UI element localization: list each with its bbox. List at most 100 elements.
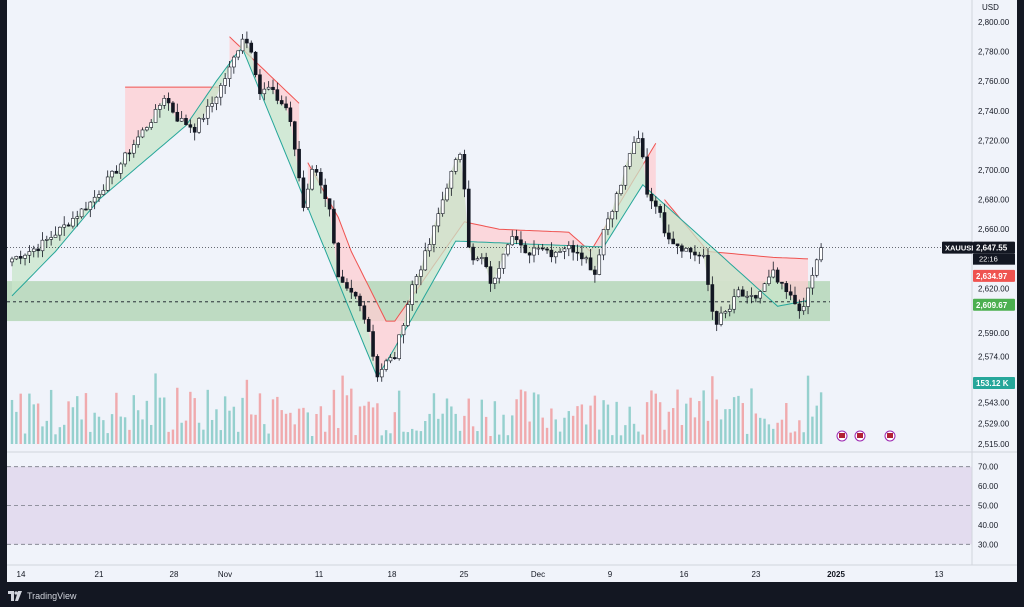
candle-body bbox=[14, 256, 19, 260]
volume-bar bbox=[350, 388, 353, 444]
candle-body bbox=[667, 232, 671, 240]
volume-bar bbox=[371, 407, 375, 444]
volume-bar bbox=[785, 403, 788, 444]
volume-bar bbox=[45, 420, 48, 444]
candle-body bbox=[723, 311, 728, 314]
volume-bar bbox=[463, 415, 466, 444]
candle-body bbox=[749, 295, 754, 297]
volume-bar bbox=[450, 406, 453, 444]
volume-bar bbox=[267, 433, 270, 444]
candle-body bbox=[675, 243, 680, 247]
candle-body bbox=[145, 127, 149, 131]
volume-bar bbox=[498, 434, 501, 444]
candle-body bbox=[680, 245, 684, 252]
footer-bar: TradingView bbox=[0, 582, 1024, 607]
volume-bar bbox=[619, 435, 623, 444]
candle-body bbox=[392, 357, 397, 359]
candle-body bbox=[640, 138, 645, 158]
volume-bar bbox=[802, 432, 805, 444]
candle-body bbox=[153, 109, 158, 123]
volume-bar bbox=[276, 396, 279, 444]
candle-body bbox=[258, 74, 262, 95]
volume-bar bbox=[511, 415, 514, 444]
volume-bar bbox=[328, 415, 331, 444]
volume-bar bbox=[132, 395, 135, 444]
volume-bar bbox=[411, 428, 414, 444]
volume-bar bbox=[163, 397, 166, 444]
price-chart[interactable]: USD 2,800.00 2,780.00 2,760.00 2,740.00 2,720… bbox=[7, 0, 1017, 582]
event-flag-icon-flag bbox=[857, 433, 863, 438]
volume-bar bbox=[667, 411, 671, 444]
time-tick-label: 14 bbox=[17, 570, 26, 579]
candle-body bbox=[697, 254, 702, 257]
candle-body bbox=[745, 295, 749, 298]
candle-body bbox=[166, 98, 171, 104]
volume-bar bbox=[524, 391, 527, 444]
candle-body bbox=[479, 257, 484, 259]
volume-bar bbox=[293, 424, 296, 444]
supertrend-upper-tag: 2,634.97 bbox=[976, 272, 1008, 281]
volume-bar bbox=[297, 408, 301, 444]
candle-body bbox=[423, 250, 428, 271]
volume-bar bbox=[476, 431, 479, 444]
candle-body bbox=[797, 303, 802, 312]
candle-body bbox=[466, 188, 471, 248]
volume-bar bbox=[428, 413, 431, 444]
candle-body bbox=[114, 170, 119, 174]
candle-body bbox=[484, 257, 488, 267]
volume-bar bbox=[93, 412, 96, 444]
volume-bar bbox=[10, 399, 14, 444]
volume-bar bbox=[406, 432, 410, 444]
candle-body bbox=[266, 86, 271, 90]
price-tick-label: 2,680.00 bbox=[978, 196, 1010, 205]
candle-body bbox=[397, 334, 401, 359]
volume-bar bbox=[341, 375, 344, 444]
candle-body bbox=[353, 291, 358, 297]
candle-body bbox=[523, 244, 528, 254]
candle-body bbox=[136, 136, 140, 145]
price-tick-label: 2,780.00 bbox=[978, 48, 1010, 57]
candle-body bbox=[36, 248, 40, 252]
candle-body bbox=[358, 295, 362, 307]
volume-bar bbox=[250, 414, 253, 444]
volume-bar bbox=[506, 435, 510, 444]
price-tick-label: 2,574.00 bbox=[978, 353, 1010, 362]
candle-body bbox=[310, 169, 314, 190]
volume-bar bbox=[271, 399, 275, 444]
volume-bar bbox=[106, 433, 109, 444]
volume-bar bbox=[345, 395, 349, 444]
candle-body bbox=[580, 252, 584, 260]
tradingview-logo[interactable]: TradingView bbox=[8, 590, 77, 602]
time-tick-label: 25 bbox=[460, 570, 469, 579]
volume-bar bbox=[628, 406, 631, 444]
price-tick-label: 2,660.00 bbox=[978, 225, 1010, 234]
candle-body bbox=[610, 211, 615, 220]
volume-bar bbox=[67, 401, 70, 444]
currency-label: USD bbox=[982, 3, 999, 12]
volume-bar bbox=[167, 431, 170, 444]
volume-bar bbox=[280, 410, 283, 444]
volume-bar bbox=[84, 393, 88, 444]
volume-bar bbox=[97, 416, 101, 444]
countdown-bg bbox=[973, 253, 1015, 265]
volume-bar bbox=[759, 417, 762, 444]
candle-body bbox=[627, 153, 632, 167]
volume-bar bbox=[545, 427, 549, 444]
candle-body bbox=[493, 277, 497, 284]
candle-body bbox=[414, 276, 419, 286]
volume-bar bbox=[123, 417, 127, 444]
candle-body bbox=[410, 284, 415, 305]
volume-bar bbox=[402, 431, 405, 444]
candle-body bbox=[649, 193, 654, 202]
volume-bar bbox=[324, 431, 327, 444]
volume-bar bbox=[23, 433, 27, 444]
candle-body bbox=[754, 295, 758, 299]
volume-bar bbox=[745, 433, 749, 444]
volume-bar bbox=[232, 406, 236, 444]
candle-body bbox=[662, 212, 667, 234]
volume-bar bbox=[637, 431, 640, 444]
candle-body bbox=[658, 206, 662, 213]
volume-bar bbox=[563, 417, 566, 444]
price-tick-label: 2,740.00 bbox=[978, 107, 1010, 116]
candle-body bbox=[510, 236, 515, 246]
